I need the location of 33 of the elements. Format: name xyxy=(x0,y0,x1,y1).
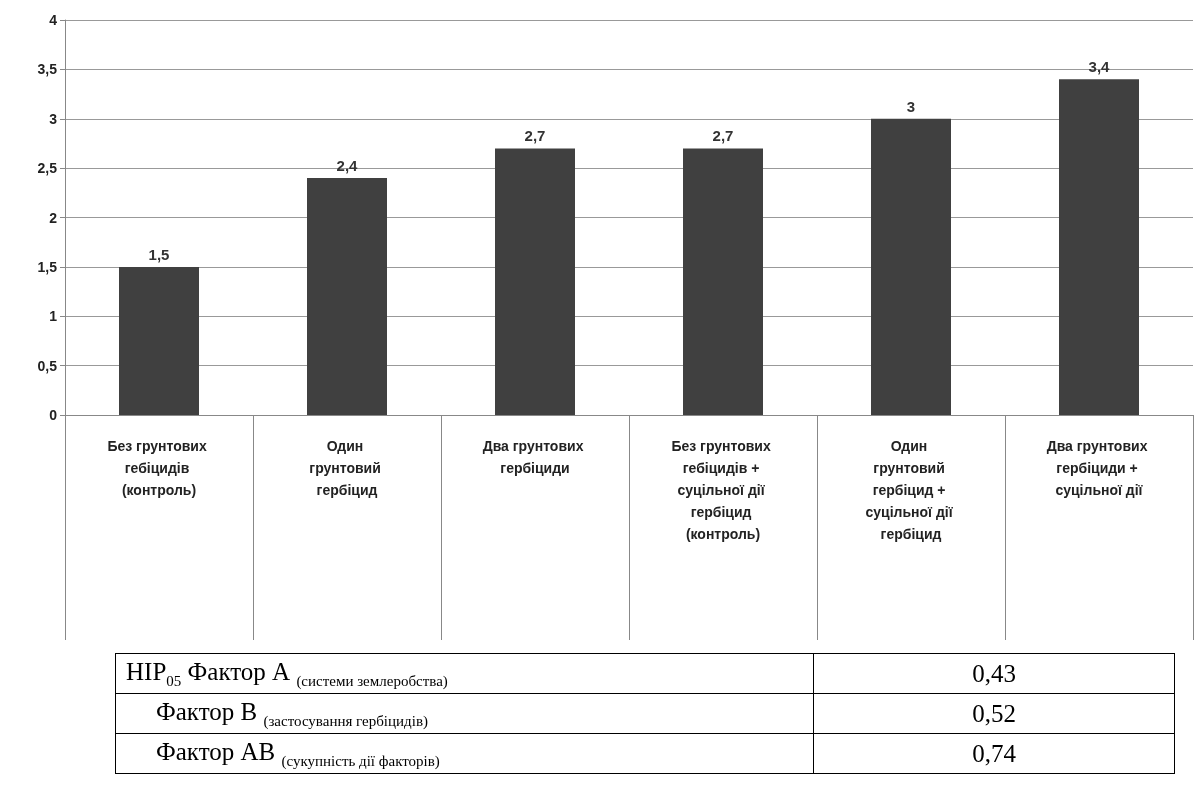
text: Фактор АВ $_{(сукупність дії факторів)}$ xyxy=(115,733,814,774)
bar xyxy=(307,178,387,415)
bar xyxy=(683,148,763,415)
data-label: 2,7 xyxy=(524,127,546,145)
x-tick-label: Два грунтових гербіциди xyxy=(482,438,588,476)
y-tick-label: 3 xyxy=(49,110,58,127)
x-tick-label: Один грунтовий гербіцид xyxy=(309,438,385,498)
text: 0,52 xyxy=(813,693,1175,734)
text: НІР$_{05}$ Фактор А $_{(системи землеробства)}$ xyxy=(115,653,814,694)
y-tick-label: 4 xyxy=(49,12,58,28)
y-tick-label: 2,5 xyxy=(37,160,58,177)
data-label: 2,4 xyxy=(336,157,359,174)
y-tick-label: 3,5 xyxy=(37,61,58,78)
text: 0,43 xyxy=(813,653,1175,694)
x-tick-label: Два грунтових гербіциди + суцільної дії xyxy=(1046,438,1152,498)
bar xyxy=(1059,79,1139,415)
text: 0,74 xyxy=(813,733,1175,774)
y-tick-label: 2 xyxy=(49,209,58,226)
y-tick-label: 1,5 xyxy=(37,258,58,275)
y-tick-label: 0 xyxy=(49,407,58,423)
data-label: 1,5 xyxy=(148,245,170,263)
data-label: 2,7 xyxy=(712,127,734,145)
bar xyxy=(871,118,951,415)
bar xyxy=(119,266,199,415)
x-tick-label: Один грунтовий гербіцид + суцільної дії гербіцид xyxy=(865,438,957,542)
data-label: 3 xyxy=(906,97,916,115)
y-tick-label: 0,5 xyxy=(37,357,58,374)
data-label: 3,4 xyxy=(1088,58,1111,76)
text: Фактор В $_{(застосування гербіцидів)}$ xyxy=(115,693,814,734)
y-tick-label: 1 xyxy=(49,308,58,325)
x-tick-label: Без грунтових гебіцидів + суцільної дії гербіцид (контроль) xyxy=(671,438,775,542)
bar xyxy=(495,148,575,415)
x-tick-label: Без грунтових гебіцидів (контроль) xyxy=(107,438,211,498)
